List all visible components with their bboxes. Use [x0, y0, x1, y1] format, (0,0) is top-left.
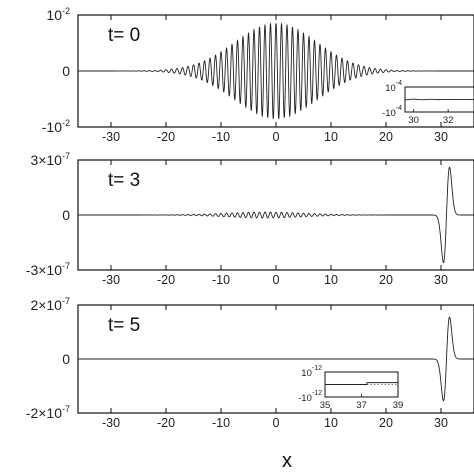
x-tick-label: -20 [157, 416, 175, 430]
y-tick-label: -2×10-7 [26, 404, 70, 421]
x-tick-label: 20 [379, 416, 393, 430]
x-tick-label: -30 [102, 273, 120, 287]
x-tick-label: 20 [379, 130, 393, 144]
inset-2: 35 37 39 10-12 -10-12 [298, 365, 403, 411]
x-tick-label: -30 [102, 130, 120, 144]
y-tick-label: 3×10-7 [30, 151, 70, 168]
x-tick-label: 30 [434, 273, 448, 287]
x-tick-label: 0 [273, 273, 280, 287]
x-tick-label: 10 [324, 273, 338, 287]
y-tick-label: 10-2 [46, 6, 70, 23]
x-tick-label: 0 [273, 130, 280, 144]
inset-x-tick-label: 32 [443, 115, 454, 126]
inset-x-tick-label: 35 [320, 400, 331, 411]
inset-x-tick-label: 39 [393, 400, 404, 411]
inset-series-line [325, 382, 398, 385]
x-tick-label: 0 [273, 416, 280, 430]
x-tick-label: -20 [157, 130, 175, 144]
inset-y-tick-label: -10-12 [298, 390, 322, 404]
inset-y-tick-label: 10-12 [301, 365, 322, 379]
x-tick-label: 30 [434, 416, 448, 430]
x-tick-label: -10 [212, 130, 230, 144]
inset-x-tick-label: 30 [408, 115, 419, 126]
x-tick-label: 10 [324, 416, 338, 430]
series-line [78, 316, 474, 402]
x-tick-label: -10 [212, 273, 230, 287]
inset-y-tick-label: 10-4 [385, 80, 402, 94]
x-tick-label: -10 [212, 416, 230, 430]
y-tick-label: 2×10-7 [30, 296, 70, 313]
x-tick-label: 10 [324, 130, 338, 144]
panel-label: t= 0 [108, 25, 140, 46]
inset-0: 30 32 10-4 -10-4 [382, 80, 474, 126]
panel-2: -30 -20 -10 0 10 20 30 2×10-7 0 -2×10-7 t= 5 35 37 39… [26, 296, 474, 430]
x-tick-label: -20 [157, 273, 175, 287]
y-tick-label: 0 [62, 207, 70, 223]
panel-0: -30 -20 -10 0 10 20 30 10-2 0 -10-2 t= 0 30 32 10-4 -1… [42, 6, 474, 144]
y-tick-label: -10-2 [42, 118, 70, 135]
x-axis-label: x [282, 450, 292, 472]
inset-y-tick-label: -10-4 [382, 105, 402, 119]
x-tick-label: -30 [102, 416, 120, 430]
inset-series-line [404, 98, 474, 101]
y-tick-label: -3×10-7 [26, 261, 70, 278]
panel-1: -30 -20 -10 0 10 20 30 3×10-7 0 -3×10-7 t= 3 [26, 151, 474, 287]
panel-label: t= 5 [108, 315, 140, 336]
series-line [78, 166, 474, 264]
x-tick-label: 30 [434, 130, 448, 144]
y-tick-label: 0 [62, 351, 70, 367]
x-tick-label: 20 [379, 273, 393, 287]
series-line [78, 22, 474, 120]
inset-x-tick-label: 37 [356, 400, 367, 411]
y-tick-label: 0 [62, 63, 70, 79]
panel-label: t= 3 [108, 170, 140, 191]
